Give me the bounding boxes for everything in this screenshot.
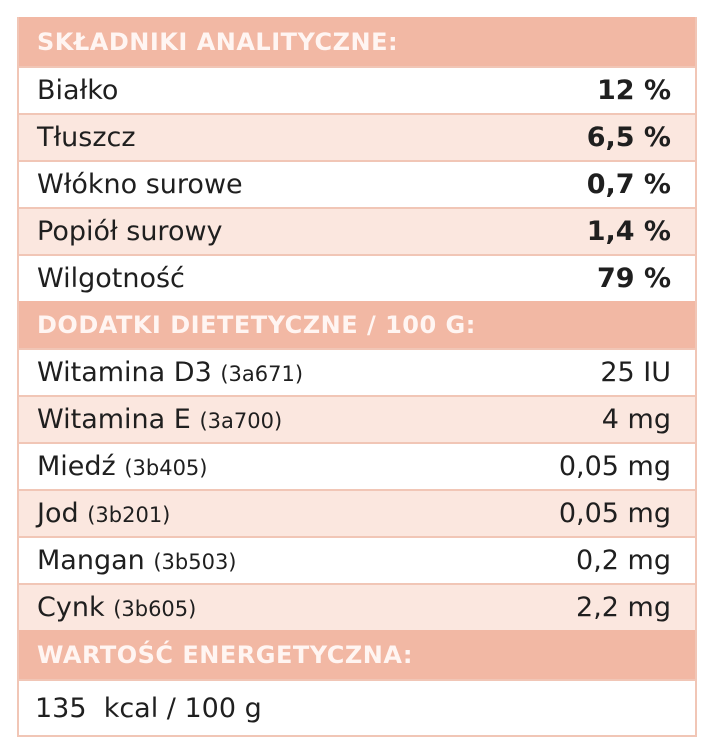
nutrient-value: 1,4 %	[586, 216, 671, 247]
nutrient-value: 12 %	[596, 75, 671, 106]
additive-code: (3b405)	[124, 456, 208, 480]
table-row: Popiół surowy 1,4 %	[19, 207, 695, 254]
table-row: Cynk (3b605) 2,2 mg	[19, 583, 695, 630]
additive-value: 0,05 mg	[558, 498, 671, 529]
additive-label: Witamina D3	[37, 357, 212, 388]
section-title: WARTOŚĆ ENERGETYCZNA:	[37, 640, 413, 669]
table-row: Mangan (3b503) 0,2 mg	[19, 536, 695, 583]
section-header-analytical: SKŁADNIKI ANALITYCZNE:	[19, 17, 695, 66]
additive-code: (3a700)	[199, 409, 283, 433]
additive-value: 2,2 mg	[576, 592, 671, 623]
table-row: Jod (3b201) 0,05 mg	[19, 489, 695, 536]
nutrient-label: Popiół surowy	[37, 216, 223, 247]
additive-name: Jod (3b201)	[37, 498, 170, 529]
additive-label: Jod	[37, 498, 79, 529]
section-header-energy: WARTOŚĆ ENERGETYCZNA:	[19, 630, 695, 679]
nutrient-label: Tłuszcz	[37, 122, 136, 153]
additive-label: Cynk	[37, 592, 105, 623]
additive-name: Miedź (3b405)	[37, 451, 208, 482]
energy-row: 135 kcal / 100 g	[19, 679, 695, 735]
table-row: Włókno surowe 0,7 %	[19, 160, 695, 207]
additive-value: 25 IU	[600, 357, 671, 388]
additive-name: Witamina D3 (3a671)	[37, 357, 303, 388]
nutrient-value: 79 %	[596, 263, 671, 294]
additive-label: Mangan	[37, 545, 145, 576]
table-row: Witamina D3 (3a671) 25 IU	[19, 348, 695, 395]
additive-value: 0,05 mg	[558, 451, 671, 482]
additive-code: (3b201)	[87, 503, 171, 527]
table-row: Białko 12 %	[19, 66, 695, 113]
table-row: Miedź (3b405) 0,05 mg	[19, 442, 695, 489]
section-title: SKŁADNIKI ANALITYCZNE:	[37, 27, 399, 56]
nutrient-label: Włókno surowe	[37, 169, 243, 200]
additive-name: Witamina E (3a700)	[37, 404, 282, 435]
section-header-additives: DODATKI DIETETYCZNE / 100 G:	[19, 301, 695, 348]
section-title: DODATKI DIETETYCZNE / 100 G:	[37, 310, 476, 339]
energy-value: 135 kcal / 100 g	[35, 692, 262, 724]
table-row: Tłuszcz 6,5 %	[19, 113, 695, 160]
additive-code: (3b605)	[113, 597, 197, 621]
table-row: Witamina E (3a700) 4 mg	[19, 395, 695, 442]
additive-name: Mangan (3b503)	[37, 545, 237, 576]
additive-label: Witamina E	[37, 404, 191, 435]
nutrition-table: SKŁADNIKI ANALITYCZNE: Białko 12 % Tłusz…	[17, 17, 697, 737]
additive-name: Cynk (3b605)	[37, 592, 196, 623]
additive-value: 4 mg	[601, 404, 671, 435]
nutrient-label: Białko	[37, 75, 119, 106]
additive-value: 0,2 mg	[576, 545, 671, 576]
nutrient-value: 6,5 %	[586, 122, 671, 153]
additive-label: Miedź	[37, 451, 116, 482]
additive-code: (3b503)	[153, 550, 237, 574]
table-row: Wilgotność 79 %	[19, 254, 695, 301]
nutrient-label: Wilgotność	[37, 263, 185, 294]
additive-code: (3a671)	[220, 362, 304, 386]
nutrient-value: 0,7 %	[586, 169, 671, 200]
